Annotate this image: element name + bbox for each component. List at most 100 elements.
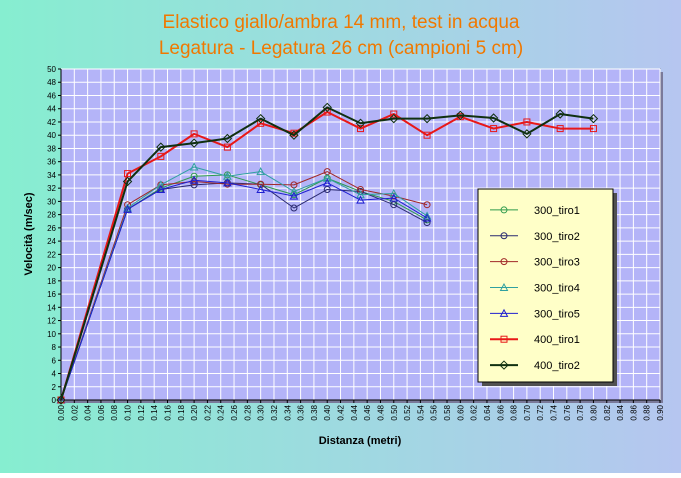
- y-tick-label: 14: [47, 303, 56, 312]
- y-tick-label: 22: [47, 250, 56, 259]
- data-point-circle: [190, 172, 198, 180]
- legend-item: 400_tiro1: [490, 334, 580, 346]
- data-point-circle: [500, 206, 508, 214]
- data-point-triangle: [223, 178, 232, 187]
- x-tick-label: 0.88: [643, 404, 652, 420]
- y-axis-label: Velocità (m/sec): [23, 192, 35, 275]
- data-point-square: [124, 170, 132, 178]
- x-tick-label: 0.04: [84, 404, 93, 420]
- y-tick-label: 18: [47, 277, 56, 286]
- x-tick-label: 0.00: [57, 404, 66, 420]
- data-point-square: [323, 108, 331, 116]
- x-tick-label: 0.82: [603, 404, 612, 420]
- chart-title-line1: Elastico giallo/ambra 14 mm, test in acq…: [163, 12, 520, 33]
- data-point-triangle: [156, 184, 166, 193]
- x-tick-label: 0.08: [110, 404, 119, 420]
- data-point-triangle: [499, 308, 509, 317]
- x-tick-label: 0.38: [310, 404, 319, 420]
- x-tick-label: 0.44: [350, 404, 359, 420]
- data-point-circle: [257, 180, 265, 188]
- data-point-square: [390, 110, 398, 118]
- data-point-square: [423, 131, 431, 139]
- x-tick-label: 0.58: [443, 404, 452, 420]
- data-point-square: [490, 125, 498, 133]
- data-point-square: [223, 143, 231, 151]
- data-point-circle: [390, 201, 398, 209]
- data-point-diamond: [355, 118, 366, 128]
- data-point-circle: [500, 232, 508, 240]
- legend-label: 300_tiro1: [534, 205, 580, 217]
- data-point-square: [589, 125, 597, 133]
- data-point-diamond: [255, 113, 266, 124]
- data-point-diamond: [156, 142, 166, 152]
- data-point-triangle: [499, 282, 509, 291]
- data-point-triangle: [256, 167, 266, 176]
- series-line: [60, 106, 594, 401]
- legend: 300_tiro1 300_tiro2 300_tiro3 300_tiro4 300_…: [477, 188, 617, 386]
- data-point-circle: [357, 185, 364, 193]
- data-point-triangle: [389, 193, 399, 202]
- y-tick-label: 40: [47, 131, 56, 140]
- data-point-diamond: [488, 113, 499, 123]
- data-point-triangle: [322, 173, 332, 182]
- x-tick-label: 0.10: [124, 404, 133, 420]
- data-point-circle: [500, 258, 508, 266]
- y-tick-label: 42: [47, 118, 56, 127]
- y-tick-label: 38: [47, 144, 56, 153]
- data-point-circle: [323, 185, 331, 193]
- data-point-triangle: [322, 178, 332, 187]
- y-tick-label: 50: [47, 65, 56, 74]
- data-point-diamond: [422, 113, 432, 124]
- data-point-diamond: [289, 130, 299, 140]
- legend-label: 300_tiro4: [534, 283, 580, 295]
- data-point-square: [523, 118, 531, 126]
- data-point-circle: [423, 219, 431, 227]
- x-tick-label: 0.36: [297, 404, 306, 420]
- x-tick-label: 0.72: [536, 404, 545, 420]
- y-tick-label: 36: [47, 158, 56, 167]
- y-tick-label: 16: [47, 290, 56, 299]
- data-point-diamond: [189, 138, 199, 148]
- x-tick-label: 0.56: [430, 404, 439, 420]
- legend-item: 400_tiro2: [490, 360, 580, 372]
- legend-label: 300_tiro3: [534, 257, 580, 269]
- data-point-triangle: [356, 195, 365, 204]
- data-point-triangle: [123, 204, 132, 213]
- x-tick-label: 0.34: [283, 404, 292, 420]
- x-tick-label: 0.12: [137, 404, 146, 420]
- y-tick-label: 46: [47, 91, 56, 100]
- data-point-square: [357, 125, 364, 133]
- x-tick-label: 0.14: [150, 404, 159, 420]
- data-point-diamond: [455, 110, 466, 121]
- legend-label: 300_tiro2: [534, 231, 580, 243]
- legend-item: 300_tiro3: [490, 257, 580, 269]
- data-point-square: [190, 130, 198, 138]
- x-tick-label: 0.30: [257, 404, 266, 420]
- x-tick-label: 0.42: [337, 404, 346, 420]
- x-tick-label: 0.50: [390, 404, 399, 420]
- series-line: [60, 166, 428, 401]
- x-tick-label: 0.28: [243, 404, 252, 420]
- series-400_tiro2: [56, 102, 599, 405]
- y-tick-label: 6: [52, 356, 57, 365]
- x-tick-label: 0.26: [230, 404, 239, 420]
- data-point-square: [556, 125, 564, 133]
- legend-label: 400_tiro1: [534, 334, 580, 346]
- data-point-diamond: [522, 129, 532, 139]
- x-tick-label: 0.32: [270, 404, 279, 420]
- x-tick-label: 0.90: [656, 404, 665, 420]
- y-tick-label: 4: [52, 370, 57, 379]
- data-point-square: [157, 152, 165, 160]
- x-tick-label: 0.78: [576, 404, 585, 420]
- series-line: [60, 171, 428, 401]
- data-point-diamond: [322, 102, 332, 113]
- y-tick-label: 34: [47, 171, 56, 180]
- y-tick-label: 28: [47, 211, 56, 220]
- x-tick-label: 0.22: [203, 404, 212, 420]
- y-tick-label: 24: [47, 237, 56, 246]
- x-tick-label: 0.74: [550, 404, 559, 420]
- legend-item: 300_tiro4: [490, 283, 580, 295]
- x-tick-label: 0.46: [363, 404, 372, 420]
- data-point-diamond: [555, 109, 565, 119]
